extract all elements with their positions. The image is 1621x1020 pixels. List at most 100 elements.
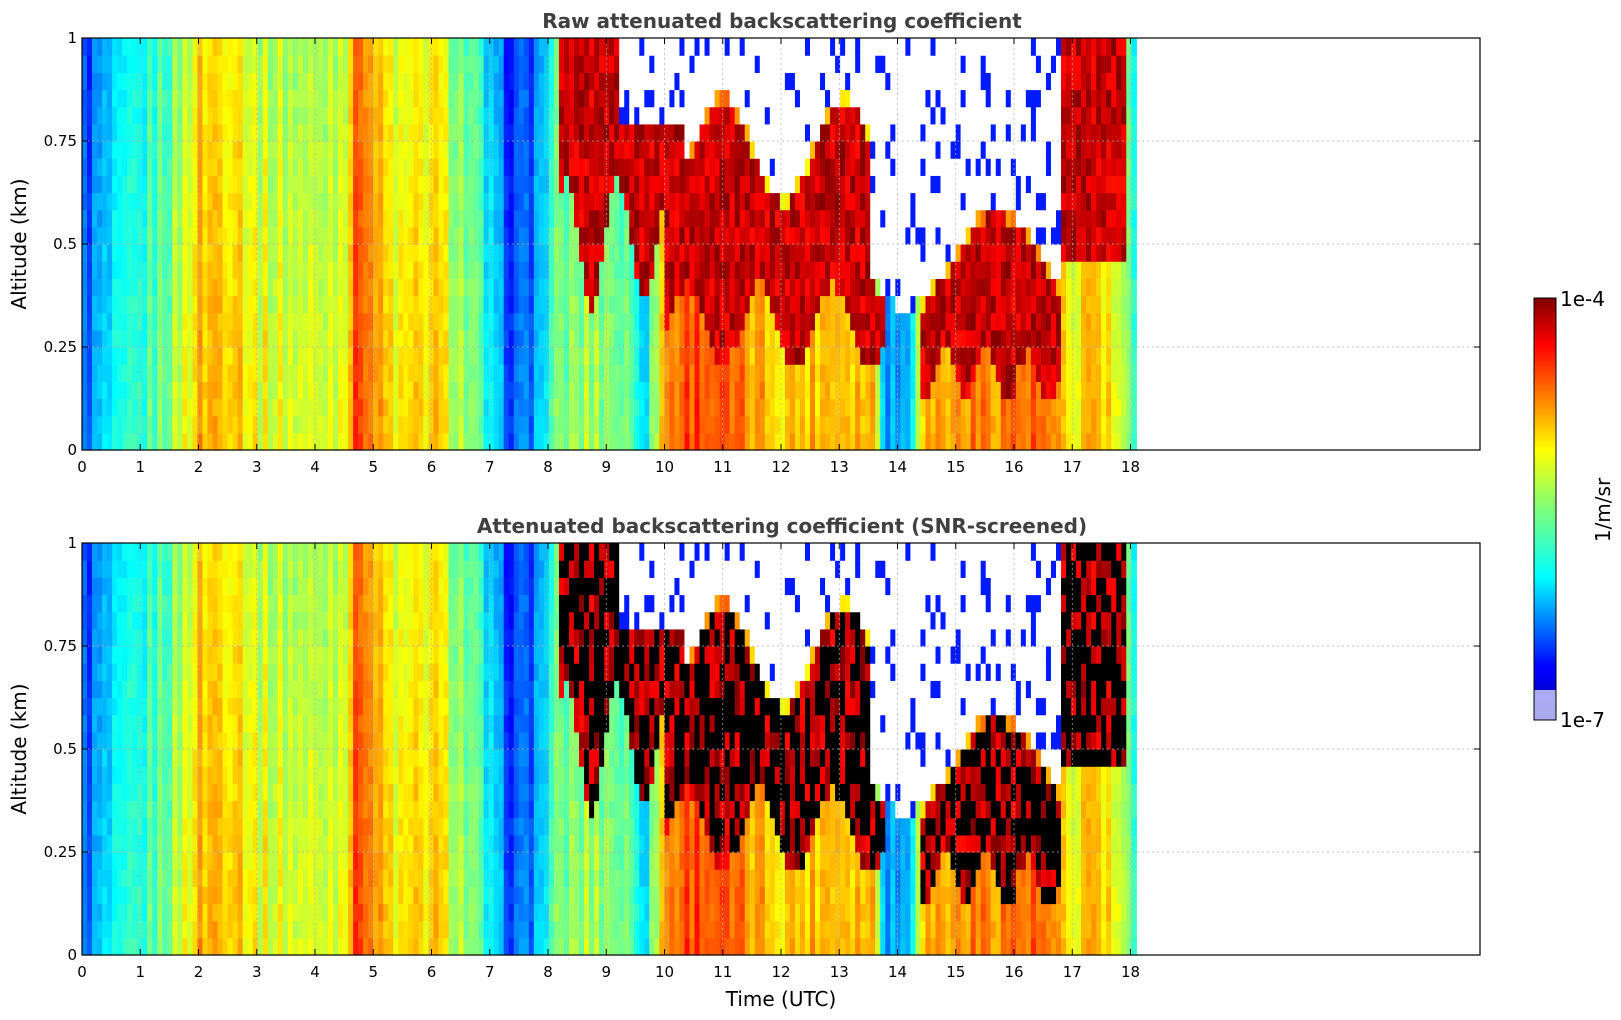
heatmap-cell: [533, 381, 540, 400]
heatmap-cell: [553, 398, 560, 417]
heatmap-cell: [569, 364, 575, 382]
heatmap-cell: [92, 295, 98, 314]
heatmap-cell: [830, 432, 836, 451]
heatmap-cell: [257, 432, 264, 451]
heatmap-cell: [960, 158, 967, 176]
heatmap-cell: [172, 381, 178, 400]
heatmap-cell: [543, 192, 550, 211]
heatmap-cell: [252, 415, 259, 434]
heatmap-cell: [955, 55, 962, 73]
heatmap-cell: [292, 261, 299, 279]
heatmap-cell: [694, 278, 701, 297]
heatmap-cell: [935, 295, 942, 314]
heatmap-cell: [654, 329, 660, 348]
heatmap-cell: [448, 175, 455, 194]
heatmap-cell: [177, 432, 184, 451]
heatmap-cell: [247, 329, 254, 348]
heatmap-cell: [855, 209, 861, 228]
heatmap-cell: [172, 244, 178, 262]
heatmap-cell: [664, 55, 671, 73]
heatmap-cell: [107, 278, 113, 297]
heatmap-cell: [558, 89, 565, 108]
heatmap-cell: [719, 261, 726, 279]
heatmap-cell: [789, 261, 796, 279]
heatmap-cell: [513, 89, 520, 108]
heatmap-cell: [569, 209, 575, 228]
heatmap-cell: [267, 312, 274, 331]
heatmap-cell: [403, 381, 409, 400]
heatmap-cell: [764, 72, 771, 91]
heatmap-cell: [127, 72, 133, 91]
heatmap-cell: [599, 89, 605, 108]
heatmap-cell: [589, 244, 595, 262]
heatmap-cell: [473, 364, 480, 382]
heatmap-cell: [192, 106, 199, 125]
heatmap-cell: [970, 209, 977, 228]
heatmap-cell: [202, 278, 209, 297]
heatmap-cell: [699, 381, 706, 400]
heatmap-cell: [614, 226, 620, 245]
heatmap-cell: [333, 209, 339, 228]
heatmap-cell: [167, 398, 173, 417]
heatmap-cell: [1106, 364, 1112, 382]
heatmap-cell: [232, 89, 239, 108]
heatmap-cell: [910, 55, 917, 73]
heatmap-cell: [845, 398, 851, 417]
heatmap-cell: [333, 141, 339, 159]
heatmap-cell: [1035, 364, 1042, 382]
heatmap-cell: [132, 123, 138, 142]
heatmap-cell: [965, 347, 972, 365]
heatmap-cell: [669, 55, 676, 73]
heatmap-cell: [940, 38, 947, 56]
heatmap-cell: [142, 175, 148, 194]
heatmap-cell: [684, 106, 691, 125]
heatmap-cell: [599, 364, 605, 382]
heatmap-cell: [513, 329, 520, 348]
heatmap-cell: [1091, 432, 1097, 451]
heatmap-cell: [644, 261, 650, 279]
heatmap-cell: [222, 329, 229, 348]
heatmap-cell: [774, 141, 781, 159]
heatmap-cell: [488, 329, 495, 348]
heatmap-cell: [699, 106, 706, 125]
heatmap-cell: [754, 347, 761, 365]
heatmap-cell: [257, 55, 264, 73]
heatmap-cell: [835, 38, 841, 56]
heatmap-cell: [563, 55, 570, 73]
heatmap-cell: [237, 38, 244, 56]
heatmap-cell: [262, 192, 269, 211]
heatmap-cell: [137, 158, 143, 176]
heatmap-cell: [272, 123, 279, 142]
heatmap-cell: [945, 175, 952, 194]
heatmap-cell: [202, 141, 209, 159]
heatmap-cell: [443, 347, 450, 365]
heatmap-cell: [1050, 329, 1057, 348]
heatmap-cell: [684, 278, 691, 297]
heatmap-cell: [860, 278, 866, 297]
heatmap-cell: [1000, 312, 1007, 331]
heatmap-cell: [669, 432, 676, 451]
heatmap-cell: [358, 89, 364, 108]
heatmap-cell: [1035, 158, 1042, 176]
heatmap-cell: [102, 432, 108, 451]
heatmap-cell: [754, 381, 761, 400]
heatmap-cell: [1111, 175, 1117, 194]
heatmap-cell: [523, 398, 530, 417]
heatmap-cell: [197, 72, 204, 91]
heatmap-cell: [142, 106, 148, 125]
heatmap-cell: [282, 381, 289, 400]
heatmap-cell: [920, 364, 927, 382]
heatmap-cell: [423, 106, 430, 125]
heatmap-cell: [338, 192, 344, 211]
heatmap-cell: [915, 381, 922, 400]
heatmap-cell: [433, 329, 440, 348]
heatmap-cell: [1091, 209, 1097, 228]
heatmap-cell: [237, 209, 244, 228]
heatmap-cell: [237, 192, 244, 211]
heatmap-cell: [830, 89, 836, 108]
heatmap-cell: [333, 329, 339, 348]
heatmap-cell: [232, 295, 239, 314]
heatmap-cell: [197, 278, 204, 297]
heatmap-cell: [1086, 175, 1092, 194]
heatmap-cell: [558, 106, 565, 125]
